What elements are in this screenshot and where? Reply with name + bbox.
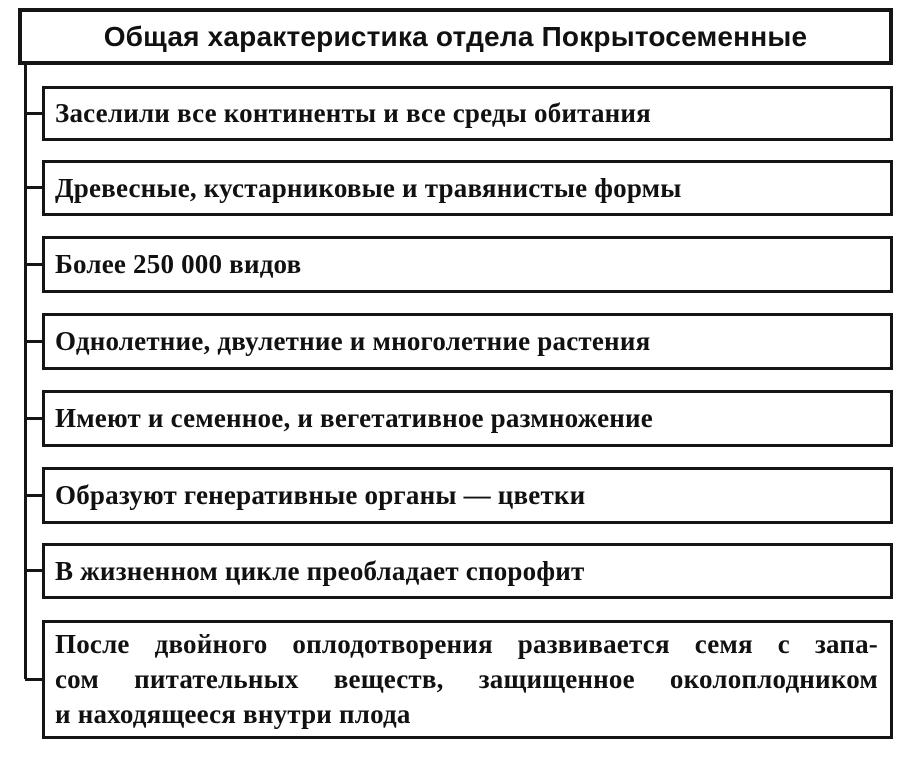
characteristic-box: Заселили все континенты и все среды обит… — [25, 86, 893, 141]
characteristic-box: Древесные, кустарниковые и травянистые ф… — [25, 160, 893, 216]
characteristic-box: Однолетние, двулетние и многолетние раст… — [25, 313, 893, 370]
characteristic-text-multiline: После двойного оплодотворения развиваетс… — [45, 621, 890, 738]
characteristic-box: После двойного оплодотворения развиваетс… — [25, 620, 893, 739]
characteristic-text: Образуют генеративные органы — цветки — [55, 480, 586, 510]
connector-tick — [25, 569, 45, 572]
connector-tick — [25, 493, 45, 497]
connector-tick — [25, 416, 45, 420]
characteristic-box: Имеют и семенное, и вегетативное размнож… — [25, 390, 893, 447]
characteristic-text: Заселили все континенты и все среды обит… — [55, 98, 651, 128]
connector-tick — [25, 339, 45, 343]
characteristic-text: Более 250 000 видов — [55, 249, 302, 279]
characteristic-box: Образуют генеративные органы — цветки — [25, 467, 893, 524]
connector-tick — [25, 111, 45, 115]
characteristic-box: В жизненном цикле преобладает спорофит — [25, 543, 893, 599]
characteristic-text-line: После двойного оплодотворения развиваетс… — [55, 629, 878, 659]
characteristic-text: Однолетние, двулетние и многолетние раст… — [55, 326, 651, 356]
characteristic-text-line: сом питательных веществ, защищенное окол… — [55, 664, 878, 694]
connector-tick — [25, 262, 45, 266]
characteristic-text: В жизненном цикле преобладает спорофит — [55, 555, 585, 586]
diagram-title-box: Общая характеристика отдела Покрытосемен… — [18, 8, 893, 65]
characteristic-text: Древесные, кустарниковые и травянистые ф… — [55, 172, 682, 203]
connector-tick — [25, 186, 45, 189]
connector-trunk-line — [24, 64, 27, 679]
diagram-title: Общая характеристика отдела Покрытосемен… — [103, 20, 808, 52]
characteristic-box: Более 250 000 видов — [25, 236, 893, 293]
characteristic-text: Имеют и семенное, и вегетативное размнож… — [55, 403, 653, 433]
characteristic-text-line: и находящееся внутри плода — [55, 699, 411, 729]
connector-tick — [25, 677, 45, 681]
